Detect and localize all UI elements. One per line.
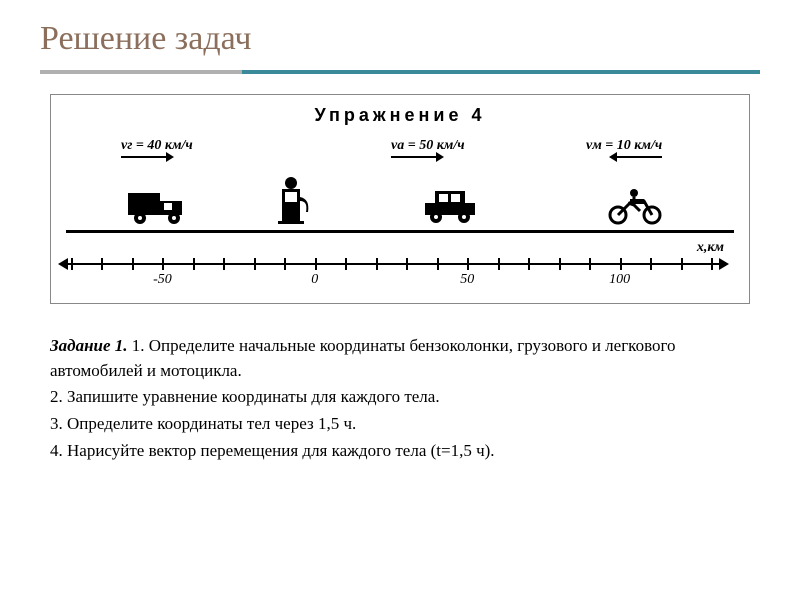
axis-tick	[132, 258, 134, 270]
axis-tick	[193, 258, 195, 270]
exercise-figure: Упражнение 4 vг = 40 км/ч vа = 50 км/ч v…	[50, 94, 750, 304]
car-velocity-text: vа = 50 км/ч	[391, 138, 465, 153]
divider-left	[40, 70, 242, 74]
truck-velocity-label: vг = 40 км/ч	[121, 138, 193, 154]
truck-icon	[126, 185, 196, 230]
car-velocity-label: vа = 50 км/ч	[391, 138, 465, 154]
moto-velocity-label: vм = 10 км/ч	[586, 138, 662, 154]
axis-tick	[101, 258, 103, 270]
axis-tick	[376, 258, 378, 270]
divider-right	[242, 70, 760, 74]
task-4: 4. Нарисуйте вектор перемещения для кажд…	[50, 439, 750, 464]
axis-tick	[223, 258, 225, 270]
gas-pump-icon	[276, 177, 316, 230]
axis-tick-label: -50	[153, 272, 172, 288]
axis-tick	[650, 258, 652, 270]
task-1-text: 1. Определите начальные координаты бензо…	[50, 336, 676, 380]
axis-tick	[162, 258, 164, 270]
axis-tick	[528, 258, 530, 270]
axis-tick	[711, 258, 713, 270]
axis-tick	[467, 258, 469, 270]
task-header: Задание 1.	[50, 336, 128, 355]
axis-tick	[254, 258, 256, 270]
axis-tick-label: 50	[460, 272, 474, 288]
task-3: 3. Определите координаты тел через 1,5 ч…	[50, 412, 750, 437]
axis-tick	[71, 258, 73, 270]
axis-area: х,км -50 0 50 100	[61, 238, 739, 298]
axis-tick	[315, 258, 317, 270]
axis-tick-label: 0	[311, 272, 318, 288]
title-divider	[40, 70, 760, 74]
axis-arrow-right-icon	[719, 258, 729, 270]
car-icon	[421, 187, 481, 230]
axis-tick	[589, 258, 591, 270]
axis-tick	[345, 258, 347, 270]
exercise-title: Упражнение 4	[61, 105, 739, 126]
moto-velocity-text: vм = 10 км/ч	[586, 138, 662, 153]
task-2: 2. Запишите уравнение координаты для каж…	[50, 385, 750, 410]
axis-tick	[681, 258, 683, 270]
motorcycle-icon	[606, 185, 666, 230]
axis-tick	[498, 258, 500, 270]
axis-tick-label: 100	[609, 272, 630, 288]
axis-tick	[559, 258, 561, 270]
road-line	[66, 230, 734, 233]
axis-tick	[437, 258, 439, 270]
truck-velocity-text: vг = 40 км/ч	[121, 138, 193, 153]
axis-tick	[406, 258, 408, 270]
axis-arrow-left-icon	[58, 258, 68, 270]
axis-tick	[620, 258, 622, 270]
task-1: Задание 1. 1. Определите начальные коорд…	[50, 334, 750, 383]
slide-title: Решение задач	[40, 20, 760, 58]
road-area: vг = 40 км/ч vа = 50 км/ч vм = 10 км/ч	[61, 138, 739, 233]
axis-label: х,км	[697, 240, 724, 256]
axis-tick	[284, 258, 286, 270]
tasks-block: Задание 1. 1. Определите начальные коорд…	[50, 334, 750, 463]
